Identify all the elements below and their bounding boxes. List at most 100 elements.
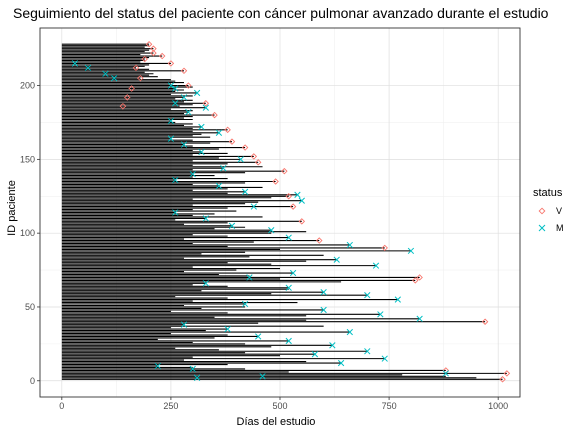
status-point-v (141, 55, 148, 63)
legend-key-m (538, 224, 546, 232)
legend-label: V (556, 206, 562, 216)
status-point-m (111, 75, 118, 82)
status-point-m (364, 348, 371, 355)
status-point-m (154, 362, 161, 370)
status-point-v (132, 64, 140, 72)
status-point-m (215, 129, 223, 136)
status-point-v (281, 167, 288, 175)
x-tick-label: 0 (59, 401, 64, 411)
status-point-m (381, 355, 388, 362)
status-point-m (364, 292, 371, 299)
y-tick-label: 0 (30, 376, 35, 386)
status-point-m (407, 247, 415, 255)
status-point-v (250, 153, 258, 160)
status-point-m (320, 306, 327, 314)
status-point-m (180, 321, 188, 328)
x-tick-label: 250 (163, 401, 178, 411)
status-point-m (285, 337, 292, 345)
status-point-m (289, 269, 297, 277)
status-point-m (285, 234, 292, 241)
status-point-m (180, 94, 188, 101)
status-point-v (145, 40, 153, 48)
status-point-m (268, 227, 275, 234)
status-point-m (228, 222, 236, 229)
y-tick-label: 200 (20, 81, 35, 91)
status-point-m (320, 289, 327, 296)
status-point-v (412, 277, 419, 284)
status-point-m (442, 370, 449, 377)
patient-follow-up-segments (61, 43, 507, 380)
x-tick-label: 750 (382, 401, 397, 411)
status-point-m (220, 165, 227, 172)
status-point-v (167, 60, 175, 67)
status-point-m (193, 374, 201, 381)
y-tick-label: 50 (25, 302, 35, 312)
status-point-v (150, 49, 157, 57)
status-point-m (167, 117, 175, 125)
status-point-m (394, 296, 401, 303)
y-tick-label: 100 (20, 228, 35, 238)
status-point-m (416, 315, 423, 322)
status-point-m (246, 274, 253, 281)
status-point-m (71, 60, 79, 67)
status-point-m (241, 188, 249, 195)
status-point-v (416, 274, 423, 281)
status-point-m (198, 148, 205, 156)
y-axis-title: ID paciente (6, 180, 18, 236)
status-point-v (499, 376, 506, 383)
status-point-v (202, 100, 210, 107)
legend-key-v (538, 207, 546, 215)
status-point-m (202, 215, 209, 222)
status-point-m (346, 328, 353, 336)
status-point-m (198, 123, 205, 131)
status-point-m (237, 156, 244, 163)
status-point-m (377, 311, 384, 318)
status-point-v (254, 159, 262, 166)
status-point-m (172, 176, 179, 184)
status-point-v (124, 94, 131, 101)
legend-entries: VM (538, 206, 564, 233)
status-point-m (285, 284, 292, 291)
status-point-m (372, 262, 380, 269)
status-point-v (298, 218, 306, 225)
status-point-m (172, 209, 179, 216)
status-point-m (255, 333, 262, 340)
status-point-m (193, 89, 201, 97)
status-point-m (172, 85, 179, 92)
y-axis-ticks: 0 50 100 150 200 (20, 81, 40, 386)
status-point-m (185, 108, 192, 116)
status-point-m (189, 170, 196, 178)
plot-panel (39, 27, 521, 398)
status-point-m (346, 241, 353, 249)
status-point-m (241, 300, 249, 308)
status-point-v (128, 85, 135, 92)
status-point-m (189, 365, 196, 373)
legend: status VM (533, 187, 564, 233)
status-point-m (167, 135, 175, 142)
status-point-v (289, 203, 297, 210)
status-point-v (316, 237, 323, 244)
status-point-m (167, 82, 175, 89)
status-point-m (311, 351, 319, 358)
status-point-v (481, 318, 489, 325)
status-point-v (211, 111, 218, 119)
status-point-v (285, 193, 292, 200)
status-point-v (150, 45, 157, 52)
status-point-v (228, 138, 236, 145)
status-point-m (294, 191, 301, 198)
status-point-v (137, 74, 144, 82)
status-point-m (298, 197, 305, 204)
status-point-m (202, 104, 209, 111)
status-point-m (102, 70, 109, 77)
status-point-v (381, 244, 388, 252)
status-points (71, 40, 511, 383)
x-tick-label: 1000 (488, 401, 508, 411)
grid-major (40, 28, 520, 397)
status-point-m (180, 141, 188, 148)
y-tick-label: 150 (20, 154, 35, 164)
status-point-m (333, 256, 340, 263)
x-axis-ticks: 0 250 500 750 1000 (59, 397, 508, 411)
status-point-v (185, 82, 192, 89)
status-point-m (329, 342, 336, 349)
